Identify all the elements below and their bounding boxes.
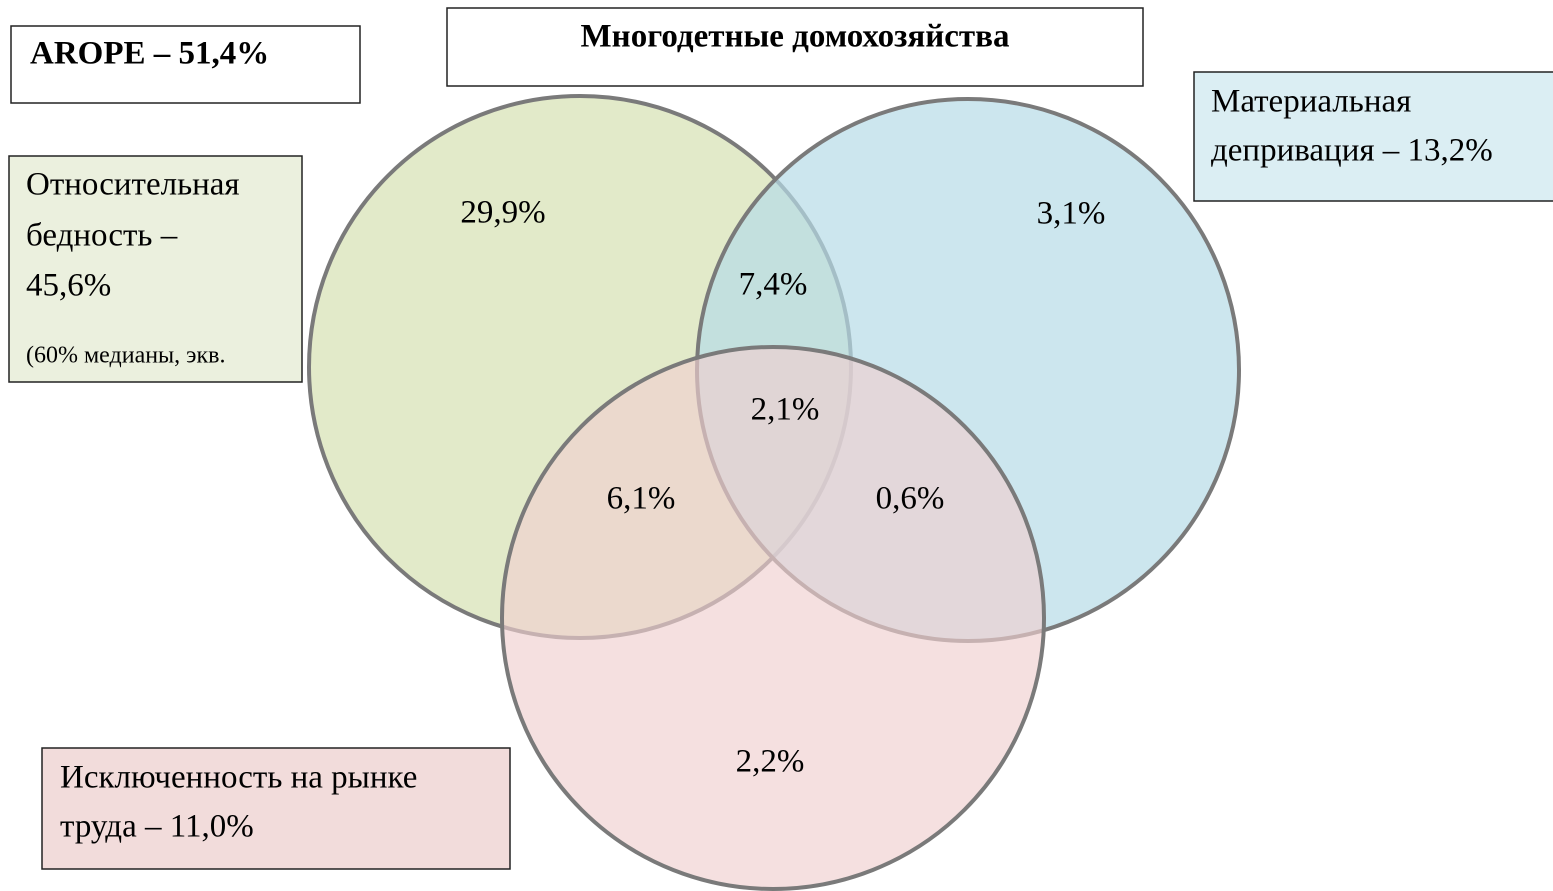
- set-note: (60% медианы, экв.: [26, 343, 225, 369]
- arope: AROPE – 51,4%: [30, 36, 269, 72]
- circle-labor: [500, 345, 1046, 891]
- title: Многодетные домохозяйства: [581, 19, 1010, 55]
- region-label: 6,1%: [607, 481, 676, 517]
- set-label: бедность –: [26, 218, 178, 254]
- region-label: 7,4%: [739, 267, 808, 303]
- set-label: депривация – 13,2%: [1211, 133, 1493, 169]
- title-box: [446, 7, 1144, 87]
- set-label: 45,6%: [26, 268, 111, 304]
- deprivation-box: [1193, 71, 1553, 202]
- region-label: 0,6%: [876, 481, 945, 517]
- set-label: труда – 11,0%: [60, 809, 254, 845]
- set-label: Исключенность на рынке: [60, 760, 417, 796]
- poverty-box: [8, 155, 303, 383]
- set-label: Материальная: [1211, 84, 1411, 120]
- region-label: 29,9%: [460, 195, 545, 231]
- labor-box: [41, 747, 511, 870]
- arope-box: [10, 25, 361, 104]
- region-label: 2,1%: [751, 392, 820, 428]
- set-label: Относительная: [26, 167, 240, 203]
- region-label: 3,1%: [1037, 196, 1106, 232]
- region-label: 2,2%: [736, 744, 805, 780]
